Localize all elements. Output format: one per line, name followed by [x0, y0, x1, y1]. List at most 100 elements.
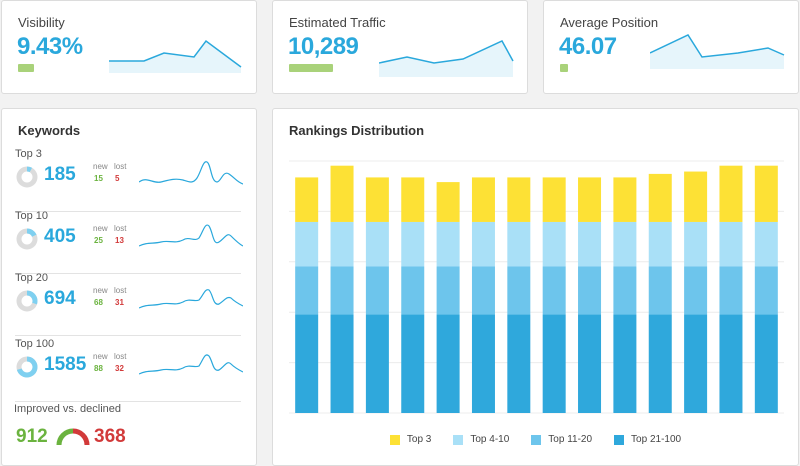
- legend-swatch: [614, 434, 625, 445]
- bar-segment-top-4-10[interactable]: [471, 221, 495, 267]
- bar-segment-top-4-10[interactable]: [542, 221, 566, 267]
- keywords-card: Keywords: [1, 108, 257, 466]
- bar-segment-top-4-10[interactable]: [719, 221, 743, 267]
- bar-segment-top-3[interactable]: [613, 177, 637, 222]
- bar-segment-top-11-20[interactable]: [542, 266, 566, 315]
- bar-segment-top-4-10[interactable]: [684, 221, 708, 267]
- improved-declined-label: Improved vs. declined: [14, 403, 121, 415]
- bar-segment-top-21-100[interactable]: [542, 314, 566, 413]
- bar-segment-top-11-20[interactable]: [684, 266, 708, 315]
- new-count: 88: [94, 364, 103, 373]
- bar-segment-top-4-10[interactable]: [648, 221, 672, 267]
- bar-segment-top-3[interactable]: [684, 171, 708, 222]
- bar-segment-top-4-10[interactable]: [578, 221, 602, 267]
- bar-segment-top-4-10[interactable]: [507, 221, 531, 267]
- divider: [15, 335, 241, 336]
- bar-segment-top-21-100[interactable]: [684, 314, 708, 413]
- keyword-share-donut-icon: [16, 166, 38, 188]
- bar-segment-top-11-20[interactable]: [578, 266, 602, 315]
- bar-segment-top-11-20[interactable]: [295, 266, 319, 315]
- bar-segment-top-3[interactable]: [542, 177, 566, 222]
- new-label: new: [93, 224, 108, 233]
- bar-segment-top-3[interactable]: [471, 177, 495, 222]
- divider: [15, 211, 241, 212]
- improved-declined-gauge-icon: [56, 428, 90, 446]
- bar-segment-top-21-100[interactable]: [330, 314, 354, 413]
- avg-position-bar: [560, 64, 568, 72]
- bar-segment-top-21-100[interactable]: [754, 314, 778, 413]
- divider: [15, 401, 241, 402]
- traffic-title: Estimated Traffic: [289, 15, 386, 30]
- legend-item[interactable]: Top 11-20: [531, 434, 592, 445]
- bar-segment-top-11-20[interactable]: [507, 266, 531, 315]
- keyword-row-sparkline: [139, 224, 243, 247]
- keyword-row-top100[interactable]: Top 100 1585 new lost 88 32: [1, 338, 243, 402]
- legend-item[interactable]: Top 4-10: [453, 434, 509, 445]
- bar-segment-top-4-10[interactable]: [613, 221, 637, 267]
- visibility-value: 9.43%: [17, 33, 83, 60]
- keyword-row-sparkline: [139, 161, 243, 185]
- legend-swatch: [389, 434, 400, 445]
- bar-segment-top-4-10[interactable]: [330, 221, 354, 267]
- bar-segment-top-3[interactable]: [330, 165, 354, 222]
- new-label: new: [93, 352, 108, 361]
- keywords-title: Keywords: [18, 123, 81, 138]
- lost-label: lost: [114, 162, 127, 171]
- bar-segment-top-11-20[interactable]: [330, 266, 354, 315]
- new-count: 25: [94, 236, 103, 245]
- legend-label: Top 21-100: [631, 434, 682, 445]
- rankings-distribution-card: Rankings Distribution Top 3 Top 4-10 Top 1…: [272, 108, 799, 466]
- new-count: 15: [94, 174, 103, 183]
- bar-segment-top-11-20[interactable]: [613, 266, 637, 315]
- new-label: new: [93, 162, 108, 171]
- bar-segment-top-3[interactable]: [507, 177, 531, 222]
- declined-value: 368: [94, 426, 126, 447]
- bar-segment-top-21-100[interactable]: [719, 314, 743, 413]
- keyword-share-donut-icon: [16, 290, 38, 312]
- bar-segment-top-21-100[interactable]: [648, 314, 672, 413]
- bar-segment-top-3[interactable]: [648, 173, 672, 222]
- new-label: new: [93, 286, 108, 295]
- bar-segment-top-3[interactable]: [401, 177, 425, 222]
- bar-segment-top-11-20[interactable]: [648, 266, 672, 315]
- bar-segment-top-21-100[interactable]: [578, 314, 602, 413]
- bar-segment-top-3[interactable]: [436, 182, 460, 222]
- legend-label: Top 3: [406, 434, 432, 445]
- traffic-bar: [289, 64, 333, 72]
- bar-segment-top-11-20[interactable]: [471, 266, 495, 315]
- bar-segment-top-11-20[interactable]: [719, 266, 743, 315]
- bar-segment-top-21-100[interactable]: [507, 314, 531, 413]
- bar-segment-top-3[interactable]: [719, 165, 743, 222]
- bar-segment-top-3[interactable]: [365, 177, 389, 222]
- lost-label: lost: [114, 352, 127, 361]
- lost-label: lost: [114, 224, 127, 233]
- bar-segment-top-21-100[interactable]: [471, 314, 495, 413]
- bar-segment-top-4-10[interactable]: [365, 221, 389, 267]
- bar-segment-top-11-20[interactable]: [365, 266, 389, 315]
- bar-segment-top-11-20[interactable]: [754, 266, 778, 315]
- bar-segment-top-11-20[interactable]: [401, 266, 425, 315]
- bar-segment-top-3[interactable]: [578, 177, 602, 222]
- bar-segment-top-4-10[interactable]: [754, 221, 778, 267]
- bar-segment-top-4-10[interactable]: [401, 221, 425, 267]
- keyword-row-top3[interactable]: Top 3 185 new lost 15 5: [1, 148, 243, 212]
- bar-segment-top-11-20[interactable]: [436, 266, 460, 315]
- keyword-row-top10[interactable]: Top 10 405 new lost 25 13: [1, 210, 243, 274]
- bar-segment-top-4-10[interactable]: [295, 221, 319, 267]
- bar-segment-top-21-100[interactable]: [401, 314, 425, 413]
- bar-segment-top-3[interactable]: [754, 165, 778, 222]
- bar-segment-top-3[interactable]: [295, 177, 319, 222]
- legend-label: Top 11-20: [548, 434, 593, 445]
- bar-segment-top-21-100[interactable]: [613, 314, 637, 413]
- keyword-row-label: Top 100: [15, 338, 55, 350]
- bar-segment-top-21-100[interactable]: [436, 314, 460, 413]
- visibility-title: Visibility: [18, 15, 65, 30]
- bar-segment-top-21-100[interactable]: [295, 314, 319, 413]
- legend-item[interactable]: Top 3: [389, 434, 432, 445]
- bar-segment-top-4-10[interactable]: [436, 221, 460, 267]
- legend-item[interactable]: Top 21-100: [614, 434, 681, 445]
- bar-segment-top-21-100[interactable]: [365, 314, 389, 413]
- keyword-row-top20[interactable]: Top 20 694 new lost 68 31: [1, 272, 243, 336]
- legend-swatch: [453, 434, 464, 445]
- estimated-traffic-card: Estimated Traffic 10,289: [272, 0, 528, 94]
